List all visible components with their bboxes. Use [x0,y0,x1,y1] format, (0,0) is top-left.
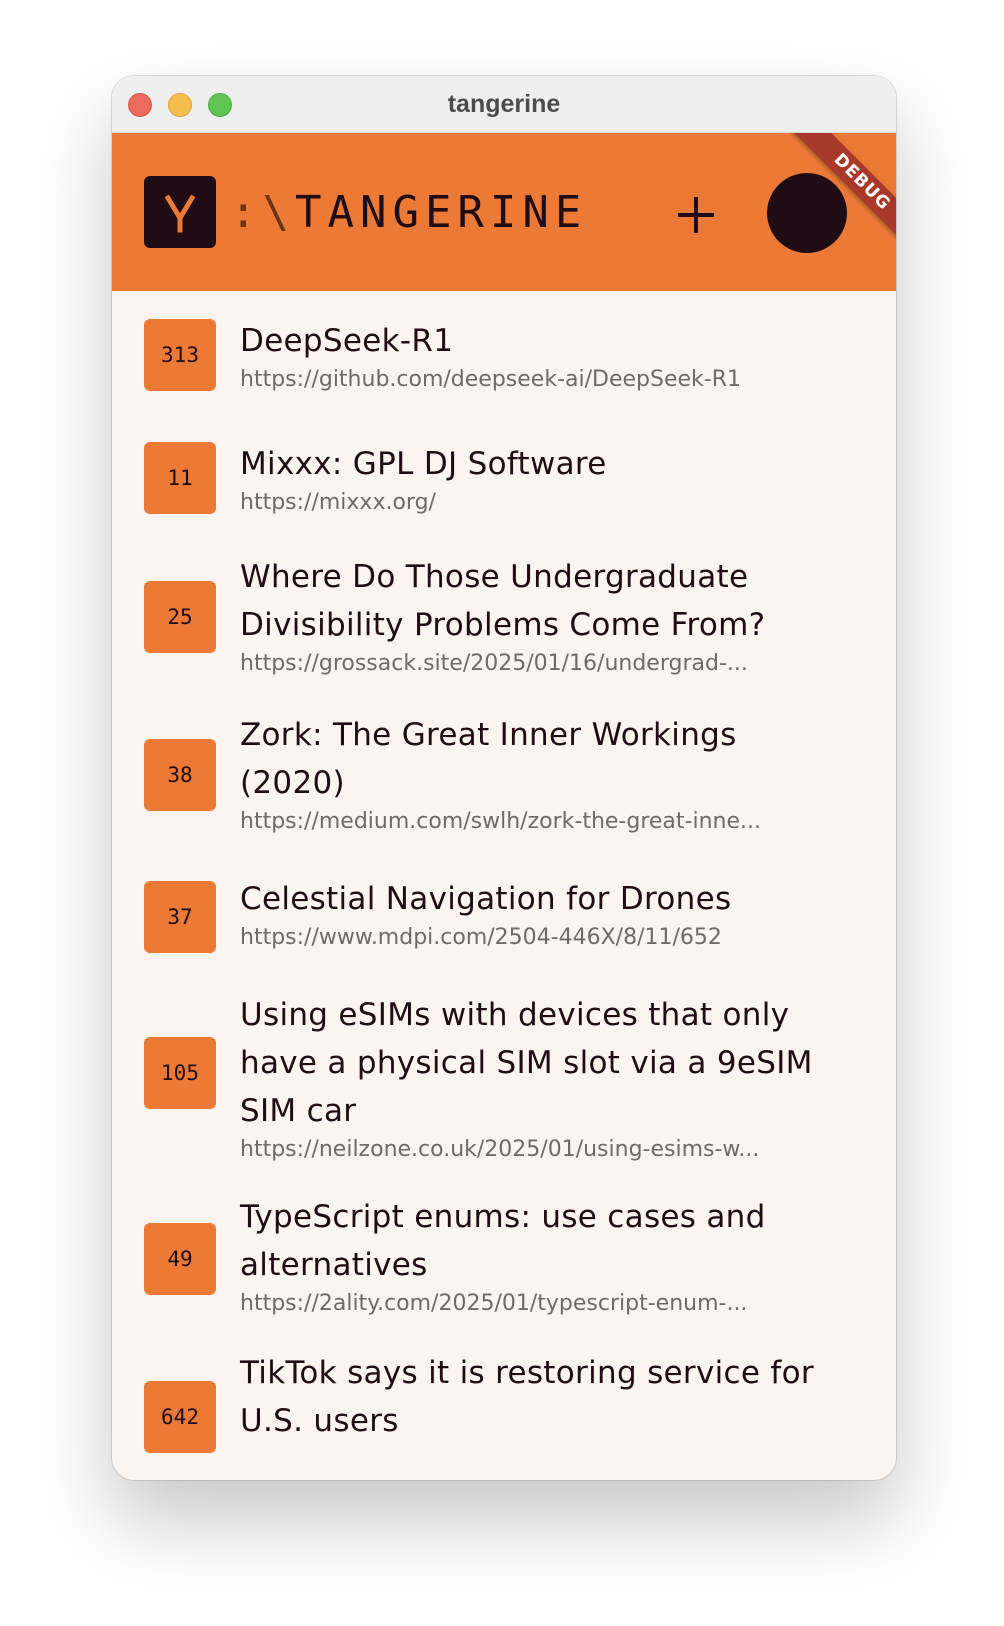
minimize-window-button[interactable] [168,93,192,117]
story-row[interactable]: 25 Where Do Those Undergraduate Divisibi… [112,529,896,687]
title-bar: tangerine [112,76,896,133]
story-title: Using eSIMs with devices that only have … [240,997,813,1129]
window-title: tangerine [447,90,561,118]
story-text: Mixxx: GPL DJ Software https://mixxx.org… [240,440,840,518]
story-list[interactable]: 313 DeepSeek-R1 https://github.com/deeps… [112,291,896,1480]
score-badge: 642 [144,1381,216,1453]
story-title: Mixxx: GPL DJ Software [240,446,607,482]
score-badge: 49 [144,1223,216,1295]
story-url: https://grossack.site/2025/01/16/undergr… [240,651,748,676]
story-title: TypeScript enums: use cases and alternat… [240,1199,766,1283]
brand-prefix: :\ [230,187,295,238]
score-badge: 105 [144,1037,216,1109]
score-badge: 38 [144,739,216,811]
story-url: https://neilzone.co.uk/2025/01/using-esi… [240,1137,760,1162]
story-text: Celestial Navigation for Drones https://… [240,875,840,953]
story-row[interactable]: 38 Zork: The Great Inner Workings (2020)… [112,687,896,851]
story-url: https://2ality.com/2025/01/typescript-en… [240,1291,748,1316]
story-title: TikTok says it is restoring service for … [240,1355,814,1439]
story-text: Using eSIMs with devices that only have … [240,991,840,1165]
story-text: TikTok says it is restoring service for … [240,1349,840,1445]
score-badge: 37 [144,881,216,953]
story-row[interactable]: 11 Mixxx: GPL DJ Software https://mixxx.… [112,415,896,529]
story-row[interactable]: 49 TypeScript enums: use cases and alter… [112,1175,896,1333]
story-text: Where Do Those Undergraduate Divisibilit… [240,553,840,679]
maximize-window-button[interactable] [208,93,232,117]
story-title: Zork: The Great Inner Workings (2020) [240,717,737,801]
score-badge: 313 [144,319,216,391]
app-window: tangerine :\TANGERINE DEBUG 313 DeepSeek… [112,76,896,1480]
story-text: TypeScript enums: use cases and alternat… [240,1193,840,1319]
story-row[interactable]: 313 DeepSeek-R1 https://github.com/deeps… [112,291,896,415]
story-text: DeepSeek-R1 https://github.com/deepseek-… [240,317,840,395]
plus-icon [678,197,714,233]
story-row[interactable]: 105 Using eSIMs with devices that only h… [112,969,896,1175]
story-row[interactable]: 642 TikTok says it is restoring service … [112,1333,896,1480]
score-badge: 11 [144,442,216,514]
story-url: https://mixxx.org/ [240,490,436,515]
story-title: DeepSeek-R1 [240,323,454,359]
close-window-button[interactable] [128,93,152,117]
story-url: https://www.mdpi.com/2504-446X/8/11/652 [240,925,722,950]
brand-title: :\TANGERINE [230,183,587,243]
story-url: https://github.com/deepseek-ai/DeepSeek-… [240,367,741,392]
app-bar: :\TANGERINE DEBUG [112,133,896,291]
story-row[interactable]: 37 Celestial Navigation for Drones https… [112,851,896,969]
story-url: https://medium.com/swlh/zork-the-great-i… [240,809,761,834]
add-button[interactable] [668,187,724,243]
user-avatar-button[interactable] [767,173,847,253]
score-badge: 25 [144,581,216,653]
tangerine-logo-glyph [164,194,196,233]
tangerine-logo-icon [144,176,216,248]
story-title: Celestial Navigation for Drones [240,881,732,917]
story-title: Where Do Those Undergraduate Divisibilit… [240,559,766,643]
brand-name: TANGERINE [294,187,588,238]
story-text: Zork: The Great Inner Workings (2020) ht… [240,711,840,837]
